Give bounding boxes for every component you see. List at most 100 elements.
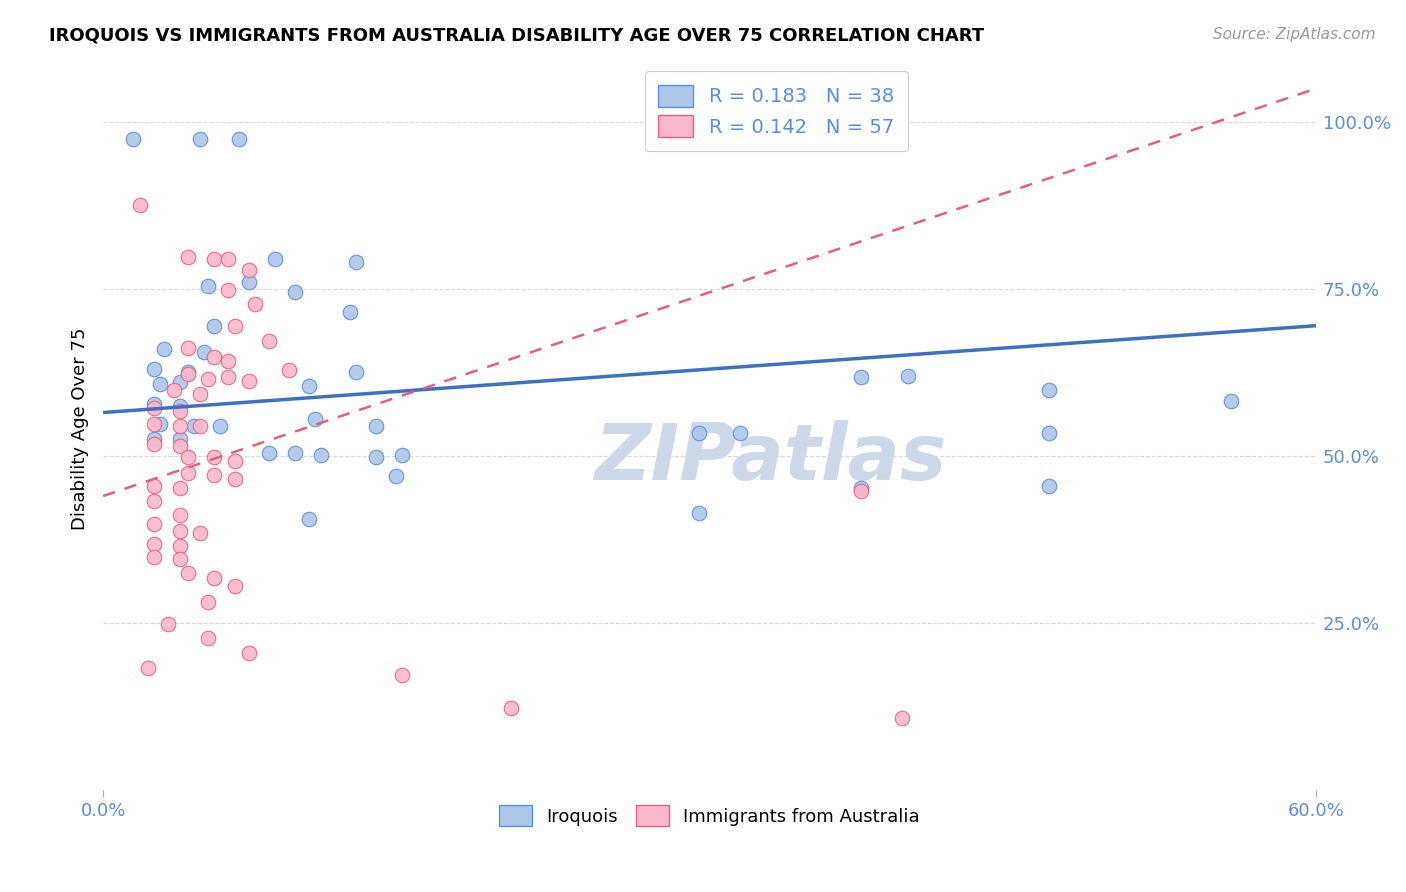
Point xyxy=(202,318,225,333)
Point xyxy=(197,631,219,645)
Point xyxy=(197,278,219,293)
Text: IROQUOIS VS IMMIGRANTS FROM AUSTRALIA DISABILITY AGE OVER 75 CORRELATION CHART: IROQUOIS VS IMMIGRANTS FROM AUSTRALIA DI… xyxy=(49,27,984,45)
Point xyxy=(169,376,191,390)
Point xyxy=(202,252,225,266)
Point xyxy=(228,131,250,145)
Point xyxy=(257,445,280,459)
Point xyxy=(1038,384,1060,398)
Point xyxy=(311,448,333,462)
Point xyxy=(257,334,280,348)
Point xyxy=(238,646,260,660)
Point xyxy=(688,425,710,440)
Point xyxy=(298,512,321,526)
Point xyxy=(278,363,301,377)
Point xyxy=(142,432,165,446)
Point xyxy=(224,472,246,486)
Point xyxy=(202,570,225,584)
Point xyxy=(688,506,710,520)
Point xyxy=(1038,479,1060,493)
Point xyxy=(238,374,260,388)
Point xyxy=(142,550,165,565)
Point xyxy=(238,275,260,289)
Point xyxy=(217,283,239,297)
Point xyxy=(501,701,523,715)
Point xyxy=(391,448,413,462)
Point xyxy=(217,354,239,368)
Point xyxy=(149,417,172,431)
Point xyxy=(188,418,211,433)
Point xyxy=(243,296,266,310)
Point xyxy=(177,368,200,382)
Point xyxy=(391,668,413,682)
Point xyxy=(197,372,219,386)
Point xyxy=(339,305,361,319)
Point xyxy=(183,418,205,433)
Text: Source: ZipAtlas.com: Source: ZipAtlas.com xyxy=(1212,27,1375,42)
Point xyxy=(224,318,246,333)
Point xyxy=(188,131,211,145)
Point xyxy=(364,418,387,433)
Point xyxy=(169,439,191,453)
Y-axis label: Disability Age Over 75: Disability Age Over 75 xyxy=(72,328,89,531)
Point xyxy=(202,467,225,482)
Point xyxy=(142,362,165,376)
Point xyxy=(209,418,232,433)
Point xyxy=(142,437,165,451)
Point xyxy=(851,370,873,384)
Point xyxy=(142,537,165,551)
Point xyxy=(169,418,191,433)
Point xyxy=(890,711,912,725)
Point xyxy=(149,376,172,391)
Point xyxy=(238,263,260,277)
Point xyxy=(202,450,225,465)
Point xyxy=(217,370,239,384)
Point xyxy=(156,617,179,632)
Point xyxy=(169,399,191,413)
Point xyxy=(284,445,307,459)
Point xyxy=(169,403,191,417)
Point xyxy=(188,387,211,401)
Point xyxy=(385,469,408,483)
Point xyxy=(163,384,186,398)
Point xyxy=(202,350,225,364)
Point xyxy=(188,525,211,540)
Point xyxy=(197,594,219,608)
Legend: Iroquois, Immigrants from Australia: Iroquois, Immigrants from Australia xyxy=(491,796,929,835)
Point xyxy=(142,517,165,532)
Point xyxy=(264,252,287,266)
Point xyxy=(142,417,165,431)
Point xyxy=(217,252,239,266)
Point xyxy=(169,524,191,538)
Point xyxy=(193,345,215,359)
Point xyxy=(128,198,150,212)
Point xyxy=(851,483,873,498)
Point xyxy=(224,454,246,468)
Point xyxy=(1038,425,1060,440)
Point xyxy=(177,250,200,264)
Point xyxy=(897,368,920,383)
Point xyxy=(284,285,307,300)
Point xyxy=(169,552,191,566)
Point xyxy=(152,342,174,356)
Point xyxy=(177,366,200,380)
Point xyxy=(298,379,321,393)
Point xyxy=(177,450,200,465)
Point xyxy=(169,508,191,522)
Point xyxy=(177,466,200,480)
Point xyxy=(344,255,367,269)
Point xyxy=(142,401,165,415)
Point xyxy=(1365,131,1388,145)
Point xyxy=(851,481,873,495)
Point xyxy=(169,539,191,553)
Point xyxy=(142,494,165,508)
Point xyxy=(177,566,200,580)
Point xyxy=(142,479,165,493)
Point xyxy=(142,397,165,411)
Point xyxy=(1220,394,1243,409)
Text: ZIPatlas: ZIPatlas xyxy=(595,420,946,496)
Point xyxy=(344,366,367,380)
Point xyxy=(136,661,159,675)
Point xyxy=(169,432,191,446)
Point xyxy=(177,341,200,355)
Point xyxy=(169,481,191,495)
